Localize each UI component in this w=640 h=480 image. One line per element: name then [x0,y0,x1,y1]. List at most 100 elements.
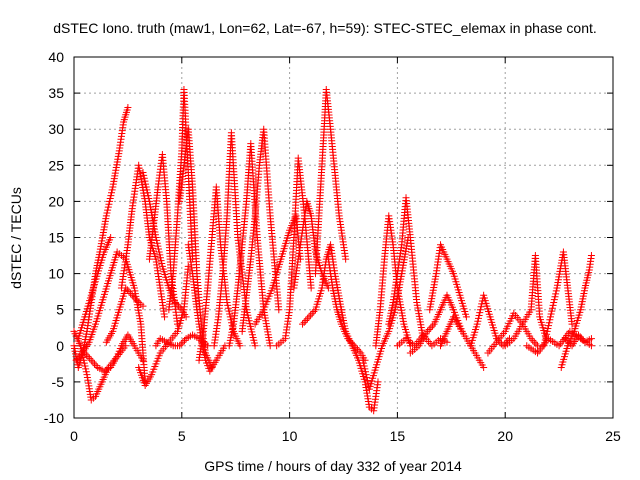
data-series [467,291,514,350]
data-point [102,212,110,220]
data-point [144,192,152,200]
data-point [204,342,212,350]
data-point [545,322,553,330]
chart-title: dSTEC Iono. truth (maw1, Lon=62, Lat=-67… [53,20,597,36]
data-point [82,368,90,376]
y-tick-label: -5 [52,374,65,390]
data-point [443,338,451,346]
data-point [130,293,138,301]
data-point [157,257,165,265]
data-point [427,324,435,332]
data-point [123,286,131,294]
data-point [532,340,540,348]
data-point [127,289,135,297]
data-point [152,234,160,241]
data-points [70,85,595,415]
data-series [540,248,576,350]
data-point [128,291,136,299]
data-series [372,212,414,350]
data-series [393,331,451,350]
data-point [474,317,482,325]
data-series [225,140,274,350]
data-point [424,327,432,335]
data-point [82,351,90,359]
data-point [142,183,150,191]
data-point [548,307,556,315]
data-point [84,353,92,361]
data-point [82,365,90,373]
data-point [80,359,88,367]
data-point [74,354,82,362]
data-point [363,374,371,382]
data-point [179,338,187,346]
data-series [145,150,181,328]
data-point [184,262,192,270]
x-tick-label: 5 [178,428,186,444]
data-point [302,317,310,325]
data-point [90,360,98,368]
data-point [549,301,557,309]
x-tick-label: 0 [70,428,78,444]
data-series [139,169,190,321]
data-point [131,295,139,303]
data-series [102,284,147,346]
data-series [184,241,229,375]
data-point [361,365,369,373]
data-series [176,125,216,371]
grid [74,57,613,418]
data-point [359,356,367,364]
data-point [155,248,163,256]
data-point [575,331,583,339]
x-tick-label: 15 [390,428,406,444]
data-point [530,338,538,346]
data-point [307,284,315,292]
data-point [86,354,94,362]
data-point [225,307,233,315]
data-point [529,336,537,344]
data-point [103,209,111,217]
data-point [158,259,166,267]
data-series [81,331,147,375]
data-point [154,242,162,250]
data-point [544,324,552,332]
data-series [426,241,470,321]
data-point [108,189,116,197]
data-point [308,309,316,317]
data-point [156,251,164,259]
y-tick-label: 0 [56,338,64,354]
data-point [354,345,362,353]
data-point [305,313,313,321]
data-point [345,336,353,344]
x-axis-title: GPS time / hours of day 332 of year 2014 [204,458,462,474]
data-point [477,303,485,311]
data-point [104,206,112,214]
data-point [125,288,133,296]
data-point [182,313,190,321]
data-point [476,306,484,314]
data-point [542,333,550,341]
data-point [540,342,548,350]
data-point [475,311,483,319]
data-point [224,304,232,312]
data-point [87,356,95,364]
y-tick-label: 40 [48,49,64,65]
data-point [541,339,549,347]
data-point [374,378,382,386]
data-point [552,290,560,298]
data-point [226,310,234,318]
data-point [81,362,89,370]
x-tick-label: 10 [282,428,298,444]
data-point [310,308,318,316]
data-point [139,302,147,310]
data-point [565,338,573,346]
data-point [362,371,370,379]
data-point [579,336,587,344]
data-series [437,313,488,371]
data-series [311,85,350,278]
data-series [195,183,244,364]
data-point [563,336,571,344]
data-point [224,301,232,309]
data-point [177,340,185,348]
y-tick-label: -10 [44,410,64,426]
